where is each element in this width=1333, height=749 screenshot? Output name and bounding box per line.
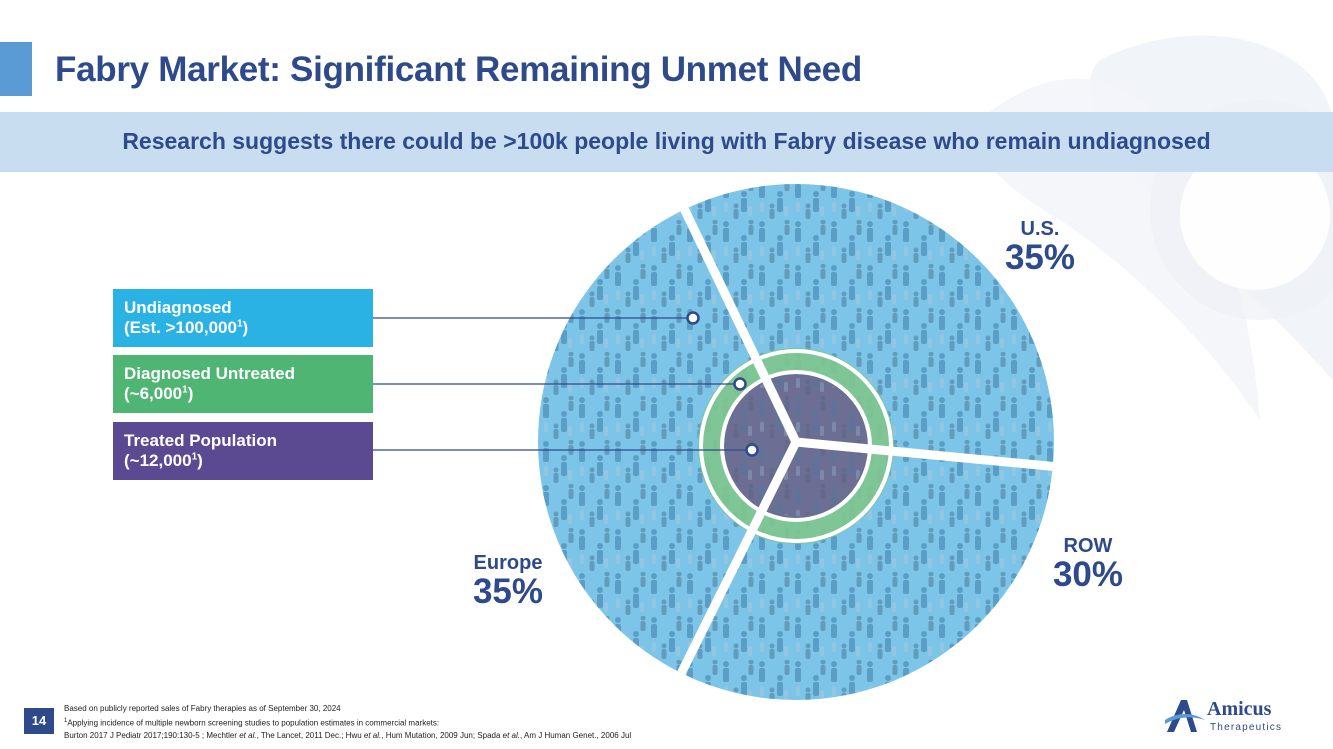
legend-diagnosed-untreated: Diagnosed Untreated (~6,0001) (113, 355, 373, 413)
region-us-pct: 35% (1004, 238, 1076, 277)
region-label-europe: Europe 35% (458, 552, 558, 610)
divider-us-europe (675, 198, 801, 444)
untreated-ring-border (699, 349, 893, 543)
region-row-name: ROW (1063, 535, 1113, 557)
amicus-logo: Amicus Therapeutics (1163, 694, 1293, 736)
region-us-name: U.S. (1020, 218, 1060, 240)
headline-banner: Research suggests there could be >100k p… (0, 112, 1333, 172)
divider-us-row (795, 437, 1054, 473)
banner-text: Research suggests there could be >100k p… (122, 128, 1211, 154)
legend-treated-value: (~12,0001) (124, 451, 203, 470)
region-label-row: ROW 30% (1038, 535, 1138, 593)
divider-row-europe (663, 440, 801, 700)
marker-undiagnosed (686, 311, 700, 325)
region-row-pct: 30% (1052, 555, 1124, 594)
legend-untreated-value: (~6,0001) (124, 384, 194, 403)
region-europe-name: Europe (473, 552, 543, 574)
legend-undiagnosed-label: Undiagnosed (124, 298, 232, 317)
legend-undiagnosed: Undiagnosed (Est. >100,0001) (113, 289, 373, 347)
legend-treated: Treated Population (~12,0001) (113, 422, 373, 480)
legend-treated-label: Treated Population (124, 431, 278, 450)
region-label-us: U.S. 35% (990, 218, 1090, 276)
region-europe-pct: 35% (472, 572, 544, 611)
marker-treated (745, 443, 759, 457)
logo-subtitle: Therapeutics (1210, 722, 1283, 733)
page-number: 14 (24, 708, 54, 734)
legend-undiagnosed-value: (Est. >100,0001) (124, 318, 249, 337)
page-title: Fabry Market: Significant Remaining Unme… (55, 50, 862, 89)
amicus-logo-icon (1165, 700, 1205, 732)
title-accent-bar (0, 42, 32, 96)
logo-name: Amicus (1207, 698, 1272, 720)
marker-untreated (733, 377, 747, 391)
footnote-line-2: 1Applying incidence of multiple newborn … (64, 718, 440, 728)
footnotes: Based on publicly reported sales of Fabr… (64, 703, 631, 742)
footnote-line-3: Burton 2017 J Pediatr 2017;190:130-5 ; M… (64, 730, 632, 740)
legend-untreated-label: Diagnosed Untreated (124, 364, 295, 383)
footnote-line-1: Based on publicly reported sales of Fabr… (64, 704, 341, 713)
